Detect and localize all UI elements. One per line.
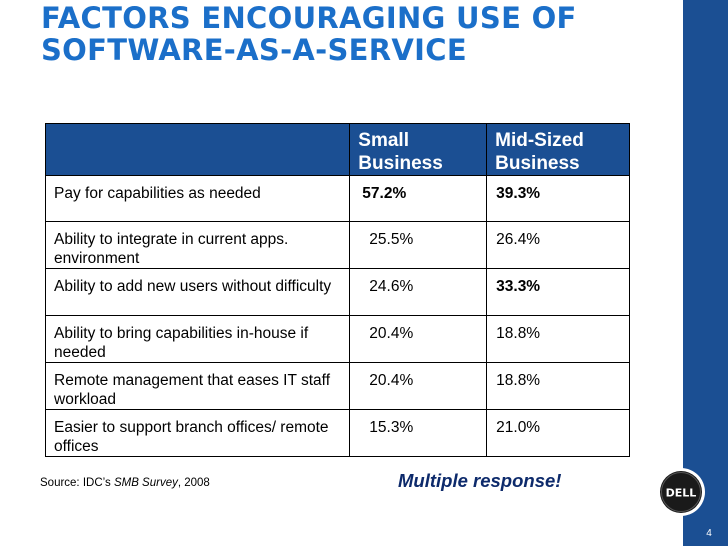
mid-sized-value: 21.0%	[486, 409, 630, 457]
title-line-2: SOFTWARE-AS-A-SERVICE	[41, 33, 467, 67]
small-business-value: 20.4%	[349, 315, 488, 363]
table-row: Ability to add new users without difficu…	[44, 268, 630, 316]
source-citation: Source: IDC’s SMB Survey, 2008	[40, 477, 210, 489]
small-business-value: 57.2%	[349, 175, 488, 222]
small-business-value: 25.5%	[349, 221, 488, 269]
header-mid-sized-business: Mid-Sized Business	[486, 123, 630, 176]
header-mid-line-2: Business	[495, 153, 580, 174]
source-prefix: Source: IDC’s	[40, 477, 114, 489]
small-business-value: 20.4%	[349, 362, 488, 410]
table-row: Remote management that eases IT staff wo…	[44, 362, 630, 410]
header-small-line-2: Business	[358, 153, 443, 174]
table-row: Pay for capabilities as needed 57.2% 39.…	[44, 175, 630, 222]
factor-cell: Ability to bring capabilities in-house i…	[44, 315, 351, 363]
factor-cell: Ability to integrate in current apps. en…	[44, 221, 351, 269]
right-sidebar-band	[683, 0, 728, 546]
header-small-business: Small Business	[349, 123, 488, 176]
table-row: Easier to support branch offices/ remote…	[44, 409, 630, 457]
slide-title: FACTORS ENCOURAGING USE OF SOFTWARE-AS-A…	[41, 2, 681, 66]
factor-cell: Ability to add new users without difficu…	[44, 268, 351, 316]
page-number: 4	[706, 528, 712, 539]
mid-sized-value: 18.8%	[486, 315, 630, 363]
table-row: Ability to integrate in current apps. en…	[44, 221, 630, 269]
mid-sized-value: 26.4%	[486, 221, 630, 269]
dell-logo: DELL	[657, 468, 705, 516]
small-business-value: 24.6%	[349, 268, 488, 316]
logo-text: DELL	[666, 487, 697, 500]
mid-sized-value: 33.3%	[486, 268, 630, 316]
factor-cell: Remote management that eases IT staff wo…	[44, 362, 351, 410]
source-suffix: , 2008	[177, 477, 210, 489]
header-small-line-1: Small	[358, 130, 409, 151]
mid-sized-value: 39.3%	[486, 175, 630, 222]
header-mid-line-1: Mid-Sized	[495, 130, 584, 151]
source-title: SMB Survey	[113, 477, 178, 489]
small-business-value: 15.3%	[349, 409, 488, 457]
multiple-response-note: Multiple response!	[398, 470, 562, 491]
title-line-1: FACTORS ENCOURAGING USE OF	[41, 1, 577, 35]
factor-cell: Easier to support branch offices/ remote…	[44, 409, 351, 457]
table-row: Ability to bring capabilities in-house i…	[44, 315, 630, 363]
mid-sized-value: 18.8%	[486, 362, 630, 410]
factor-cell: Pay for capabilities as needed	[44, 175, 351, 222]
factors-table: Small Business Mid-Sized Business Pay fo…	[44, 123, 630, 457]
table-header-row: Small Business Mid-Sized Business	[44, 123, 630, 176]
header-empty-cell	[44, 123, 351, 176]
